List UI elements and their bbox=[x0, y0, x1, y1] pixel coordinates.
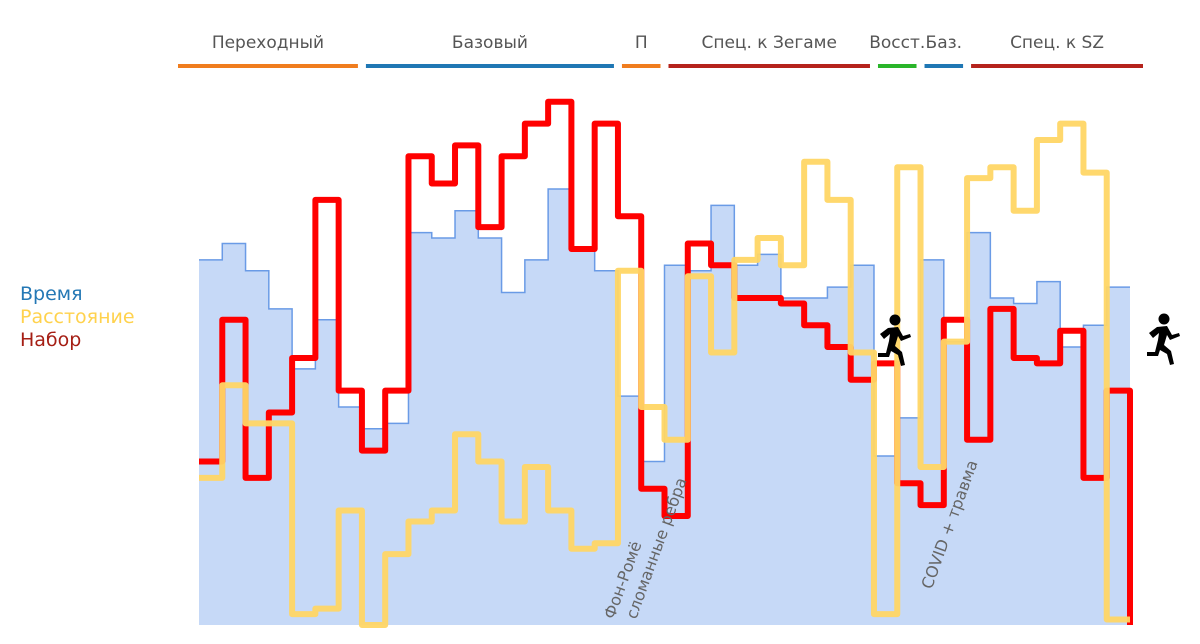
running-person-icon bbox=[1147, 313, 1180, 365]
legend-item-gain: Набор bbox=[20, 329, 82, 351]
phase-label: Спец. к Зегаме bbox=[701, 33, 837, 53]
phase-bar-group: Переходный Базовый П Спец. к Зегаме Восст. Ба… bbox=[178, 33, 1143, 68]
phase-label: Баз. bbox=[926, 33, 963, 53]
series-lines-group bbox=[199, 98, 1133, 628]
legend-item-distance: Расстояние bbox=[20, 306, 135, 328]
phase-label: П bbox=[635, 33, 648, 53]
legend-item-time: Время bbox=[20, 283, 83, 305]
marker-group bbox=[878, 313, 1180, 366]
legend: Время Расстояние Набор bbox=[20, 283, 135, 352]
phase-label: Переходный bbox=[212, 33, 324, 53]
phase-label: Базовый bbox=[452, 33, 528, 53]
running-person-icon bbox=[878, 314, 911, 366]
gain-line bbox=[199, 98, 1133, 625]
phase-label: Спец. к SZ bbox=[1010, 33, 1104, 53]
phase-label: Восст. bbox=[869, 33, 925, 53]
distance-line bbox=[199, 120, 1130, 628]
